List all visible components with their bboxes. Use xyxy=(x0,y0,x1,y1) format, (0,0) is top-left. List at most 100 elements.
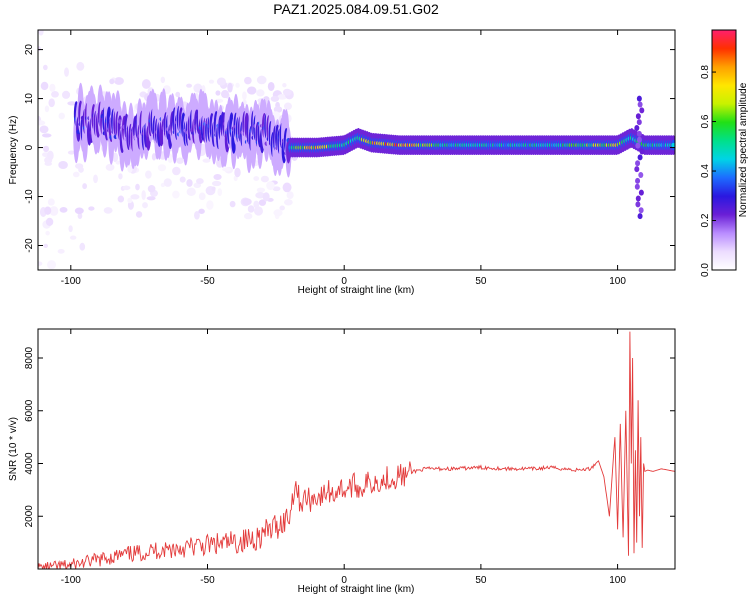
spectrogram-cell xyxy=(145,170,152,179)
spectrogram-cell xyxy=(229,200,236,208)
spectrogram-cell xyxy=(206,200,214,210)
spectrogram-cell xyxy=(262,192,270,202)
spectrogram-x-tick-label: 0 xyxy=(341,276,347,287)
spectrogram-cell xyxy=(247,205,255,213)
spectrogram-cell xyxy=(75,163,84,169)
snr-x-label: Height of straight line (km) xyxy=(298,584,415,595)
spectrogram-cell xyxy=(127,164,133,173)
spectrogram-cell xyxy=(135,183,140,191)
spectrogram-cell xyxy=(283,102,292,110)
snr-x-tick-label: -100 xyxy=(61,575,81,586)
spectrogram-cell xyxy=(175,91,181,98)
spectrogram-cell xyxy=(141,190,146,201)
snr-x-tick-label: -50 xyxy=(200,575,215,586)
spectrogram-cell xyxy=(215,90,221,96)
spectrogram-cell xyxy=(634,124,640,131)
spectrogram-cell xyxy=(211,186,216,191)
spectrogram-cell xyxy=(115,160,121,165)
spectrogram-cell xyxy=(273,209,283,217)
snr-x-tick-label: 0 xyxy=(341,575,347,586)
spectrogram-cell xyxy=(69,235,77,240)
spectrogram-cell xyxy=(79,242,86,251)
spectrogram-cell xyxy=(49,83,56,92)
spectrogram-cell xyxy=(186,187,196,197)
spectrogram-cell xyxy=(258,199,267,206)
snr-x-ticks: -100 -50 0 50 100 xyxy=(61,329,626,586)
spectrogram-cell xyxy=(45,230,50,236)
spectrogram-cell xyxy=(253,176,260,181)
spectrogram-cell xyxy=(141,79,151,89)
spectrogram-cell xyxy=(38,30,44,36)
spectrogram-cell xyxy=(635,195,641,202)
snr-y-ticks: 2000 4000 6000 8000 xyxy=(24,346,675,527)
spectrogram-cell xyxy=(142,202,148,209)
spectrogram-cell xyxy=(202,158,211,163)
spectrogram-cell xyxy=(47,260,57,270)
spectrogram-cell xyxy=(638,207,644,214)
spectrogram-cell xyxy=(283,199,293,206)
spectrogram-cell xyxy=(198,208,205,214)
spectrogram-x-tick-label: -100 xyxy=(61,276,81,287)
spectrogram-x-label: Height of straight line (km) xyxy=(298,285,415,296)
spectrogram-cell xyxy=(146,196,156,201)
spectrogram-cell xyxy=(64,67,69,77)
spectrogram-x-tick-label: -50 xyxy=(200,276,215,287)
spectrogram-cell xyxy=(256,187,266,193)
spectrogram-x-ticks: -100 -50 0 50 100 xyxy=(61,30,626,287)
colorbar-tick-label: 0.0 xyxy=(700,263,711,277)
spectrogram-cell xyxy=(68,225,73,233)
spectrogram-cell xyxy=(117,195,125,203)
spectrogram-cell xyxy=(639,107,645,114)
spectrogram-cell xyxy=(639,148,645,155)
spectrogram-cell xyxy=(282,88,292,96)
spectrogram-cell xyxy=(109,78,115,85)
spectrogram-cell xyxy=(635,160,641,167)
figure-title: PAZ1.2025.084.09.51.G02 xyxy=(273,1,439,17)
spectrogram-cell xyxy=(246,86,257,95)
spectrogram-cell xyxy=(273,106,283,113)
spectrogram-cell xyxy=(217,188,223,196)
snr-plot-area xyxy=(38,331,675,569)
spectrogram-cell xyxy=(222,167,232,172)
spectrogram-cell xyxy=(118,173,123,180)
spectrogram-cell xyxy=(242,198,252,206)
spectrogram-cell xyxy=(67,101,77,106)
snr-y-tick-label: 8000 xyxy=(24,346,35,369)
spectrogram-cell xyxy=(282,182,292,193)
spectrogram-cell xyxy=(671,142,675,148)
spectrogram-cell xyxy=(72,171,80,178)
colorbar-label: Normalized spectral amplitude xyxy=(738,82,749,217)
snr-x-tick-label: 50 xyxy=(475,575,487,586)
snr-y-label: SNR (10 * v/v) xyxy=(8,417,19,481)
spectrogram-cell xyxy=(279,205,285,211)
spectrogram-cell xyxy=(127,197,133,204)
spectrogram-frame xyxy=(37,29,676,271)
spectrogram-y-tick-label: 20 xyxy=(24,44,35,56)
spectrogram-cell xyxy=(255,192,266,199)
spectrogram-cell xyxy=(147,185,156,193)
colorbar-tick-label: 0.4 xyxy=(700,164,711,178)
spectrogram-cell xyxy=(194,211,200,220)
spectrogram-cell xyxy=(186,179,193,187)
spectrogram-cell xyxy=(235,82,240,88)
spectrogram-cell xyxy=(49,206,59,216)
spectrogram-cell xyxy=(635,201,641,208)
spectrogram-cell xyxy=(112,152,119,163)
spectrogram-cell xyxy=(266,181,275,191)
colorbar-gradient xyxy=(711,29,737,271)
spectrogram-x-tick-label: 100 xyxy=(609,276,626,287)
spectrogram-cell xyxy=(270,95,280,102)
spectrogram-cell xyxy=(40,81,49,91)
spectrogram-cell xyxy=(163,178,172,187)
spectrogram-cell xyxy=(634,166,640,173)
spectrogram-cell xyxy=(267,81,275,91)
spectrogram-cell xyxy=(636,130,642,137)
spectrogram-cell xyxy=(151,153,157,161)
spectrogram-cell xyxy=(637,213,643,220)
spectrogram-cell xyxy=(44,161,53,166)
spectrogram-cell xyxy=(45,217,54,226)
colorbar-ticks: 0.0 0.2 0.4 0.6 0.8 xyxy=(700,65,716,277)
spectrogram-cell xyxy=(58,161,68,169)
